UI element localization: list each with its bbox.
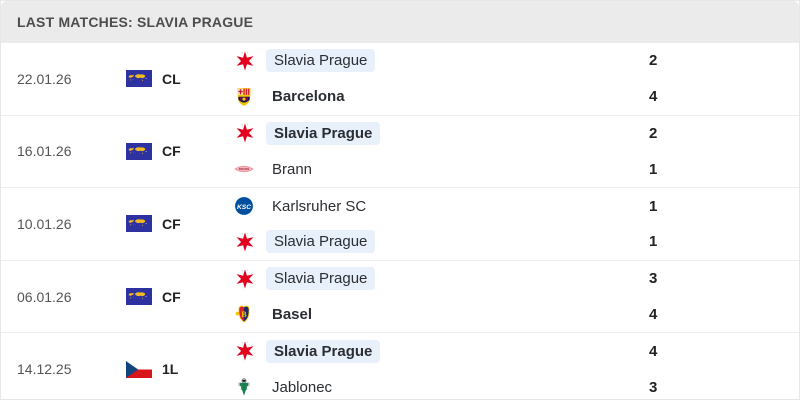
svg-text:KSC: KSC [237, 204, 251, 211]
svg-text:B: B [241, 310, 247, 319]
svg-text:BRANN: BRANN [239, 167, 249, 171]
